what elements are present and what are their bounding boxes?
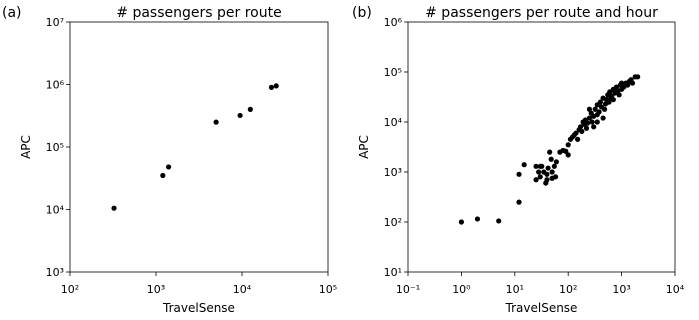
point xyxy=(544,177,550,183)
point xyxy=(516,199,522,205)
x-tick-label: 10³ xyxy=(612,283,630,296)
y-tick-label: 10¹ xyxy=(384,266,402,279)
point xyxy=(545,165,551,171)
point xyxy=(273,83,279,89)
point xyxy=(600,115,606,121)
point xyxy=(591,124,597,130)
point xyxy=(213,119,219,125)
point xyxy=(533,177,539,183)
point xyxy=(592,106,598,112)
point xyxy=(544,171,550,177)
y-tick-label: 10⁴ xyxy=(384,116,403,129)
plot-frame xyxy=(69,21,329,273)
y-axis-label: APC xyxy=(357,135,371,159)
x-tick-label: 10² xyxy=(559,283,577,296)
point xyxy=(635,74,641,80)
point xyxy=(548,156,554,162)
point xyxy=(553,159,559,165)
point xyxy=(537,163,543,169)
point xyxy=(577,124,584,130)
point xyxy=(160,172,166,179)
point xyxy=(597,99,603,105)
x-axis-label: TravelSense xyxy=(505,301,578,315)
y-tick-label: 10⁴ xyxy=(46,204,65,217)
point xyxy=(606,99,612,105)
x-tick-label: 10⁰ xyxy=(452,283,471,296)
point xyxy=(237,112,243,119)
point xyxy=(111,205,117,211)
point xyxy=(584,120,591,126)
chart-title: # passengers per route xyxy=(116,5,281,21)
point xyxy=(575,136,581,142)
x-axis-label: TravelSense xyxy=(162,301,235,315)
plot-frame xyxy=(407,21,676,273)
point xyxy=(601,106,608,112)
y-tick-label: 10⁷ xyxy=(46,16,64,29)
point xyxy=(549,175,555,181)
point xyxy=(594,119,600,125)
point xyxy=(579,128,585,134)
point xyxy=(537,174,543,180)
point xyxy=(586,115,593,121)
point xyxy=(565,152,571,158)
point xyxy=(616,92,622,98)
point xyxy=(621,84,627,90)
point xyxy=(549,169,555,175)
x-tick-label: 10³ xyxy=(147,283,165,296)
point xyxy=(573,130,579,136)
point xyxy=(268,84,275,90)
y-tick-label: 10⁶ xyxy=(384,16,403,29)
point xyxy=(496,218,502,224)
x-tick-label: 10² xyxy=(61,283,79,296)
point xyxy=(589,119,595,125)
x-tick-label: 10⁴ xyxy=(666,283,685,296)
y-tick-label: 10³ xyxy=(384,166,402,179)
point xyxy=(619,80,625,86)
x-tick-label: 10¹ xyxy=(506,283,524,296)
point xyxy=(533,163,539,169)
chart-title: # passengers per route and hour xyxy=(425,5,658,21)
point xyxy=(521,162,527,168)
point xyxy=(610,97,616,103)
panel-label: (b) xyxy=(352,5,372,21)
point xyxy=(247,106,253,112)
point xyxy=(547,149,553,155)
point xyxy=(586,106,593,112)
y-axis-label: APC xyxy=(19,135,33,159)
panel-label: (a) xyxy=(2,5,22,21)
y-tick-label: 10² xyxy=(384,216,402,229)
point xyxy=(629,80,636,86)
x-tick-label: 10⁴ xyxy=(233,283,252,296)
x-tick-label: 10⁵ xyxy=(319,283,337,296)
y-tick-label: 10⁵ xyxy=(46,141,64,154)
x-tick-label: 10⁻¹ xyxy=(396,283,420,296)
point xyxy=(551,163,557,169)
point xyxy=(596,109,602,115)
y-tick-label: 10⁵ xyxy=(384,66,402,79)
point xyxy=(583,125,590,131)
point xyxy=(565,142,571,148)
point xyxy=(165,164,172,170)
y-tick-label: 10⁶ xyxy=(46,79,65,92)
point xyxy=(536,169,542,175)
point xyxy=(516,171,522,177)
point xyxy=(458,219,464,225)
y-tick-label: 10³ xyxy=(46,266,64,279)
point xyxy=(474,216,481,222)
